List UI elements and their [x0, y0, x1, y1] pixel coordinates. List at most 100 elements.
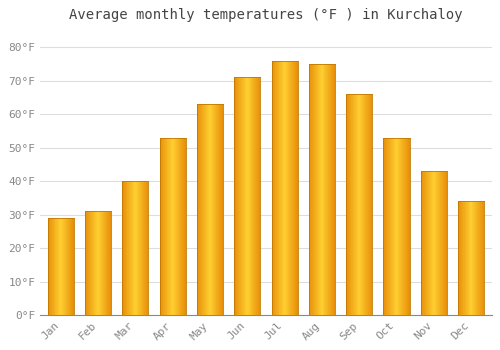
Bar — [371, 94, 372, 315]
Bar — [408, 138, 409, 315]
Bar — [176, 138, 177, 315]
Bar — [458, 202, 460, 315]
Bar — [276, 61, 277, 315]
Bar — [222, 104, 223, 315]
Bar — [142, 181, 143, 315]
Bar — [143, 181, 144, 315]
Bar — [352, 94, 354, 315]
Bar — [57, 218, 58, 315]
Bar — [86, 211, 87, 315]
Bar — [473, 202, 474, 315]
Bar — [129, 181, 130, 315]
Bar — [422, 171, 424, 315]
Bar — [365, 94, 366, 315]
Bar — [334, 64, 335, 315]
Bar — [216, 104, 217, 315]
Bar — [439, 171, 440, 315]
Bar — [87, 211, 88, 315]
Bar — [474, 202, 475, 315]
Bar — [458, 202, 459, 315]
Bar — [400, 138, 401, 315]
Bar — [160, 138, 161, 315]
Bar — [163, 138, 164, 315]
Bar — [161, 138, 162, 315]
Bar — [482, 202, 483, 315]
Bar — [102, 211, 104, 315]
Bar — [213, 104, 214, 315]
Bar — [206, 104, 208, 315]
Bar — [436, 171, 437, 315]
Bar — [291, 61, 292, 315]
Bar — [390, 138, 392, 315]
Bar — [424, 171, 426, 315]
Bar — [249, 77, 250, 315]
Bar — [358, 94, 359, 315]
Bar — [366, 94, 367, 315]
Bar — [278, 61, 280, 315]
Bar — [218, 104, 219, 315]
Bar — [286, 61, 287, 315]
Bar — [332, 64, 333, 315]
Bar — [314, 64, 316, 315]
Bar — [85, 211, 86, 315]
Bar — [282, 61, 284, 315]
Bar — [138, 181, 140, 315]
Bar — [348, 94, 350, 315]
Bar — [104, 211, 105, 315]
Bar — [432, 171, 433, 315]
Bar — [393, 138, 394, 315]
Bar — [406, 138, 407, 315]
Bar — [297, 61, 298, 315]
Bar — [239, 77, 240, 315]
Bar — [402, 138, 403, 315]
Bar — [407, 138, 408, 315]
Bar — [177, 138, 178, 315]
Bar — [320, 64, 322, 315]
Bar — [369, 94, 370, 315]
Bar — [55, 218, 56, 315]
Bar — [126, 181, 127, 315]
Bar — [362, 94, 363, 315]
Bar — [443, 171, 444, 315]
Bar — [273, 61, 274, 315]
Bar — [210, 104, 212, 315]
Bar — [67, 218, 68, 315]
Bar — [100, 211, 102, 315]
Bar — [442, 171, 443, 315]
Bar — [434, 171, 435, 315]
Bar — [140, 181, 141, 315]
Bar — [240, 77, 241, 315]
Bar — [64, 218, 66, 315]
Bar — [52, 218, 53, 315]
Bar — [481, 202, 482, 315]
Bar — [96, 211, 98, 315]
Bar — [312, 64, 314, 315]
Bar — [110, 211, 111, 315]
Bar — [93, 211, 94, 315]
Bar — [426, 171, 428, 315]
Bar — [292, 61, 293, 315]
Bar — [123, 181, 124, 315]
Bar — [167, 138, 168, 315]
Bar — [136, 181, 138, 315]
Bar — [217, 104, 218, 315]
Bar — [398, 138, 399, 315]
Bar — [333, 64, 334, 315]
Bar — [215, 104, 216, 315]
Bar — [54, 218, 55, 315]
Bar — [326, 64, 327, 315]
Bar — [354, 94, 356, 315]
Bar — [170, 138, 172, 315]
Bar — [214, 104, 215, 315]
Bar — [359, 94, 360, 315]
Bar — [165, 138, 166, 315]
Bar — [347, 94, 348, 315]
Bar — [89, 211, 90, 315]
Bar — [94, 211, 96, 315]
Bar — [252, 77, 253, 315]
Bar — [199, 104, 200, 315]
Bar — [204, 104, 206, 315]
Bar — [90, 211, 91, 315]
Bar — [438, 171, 439, 315]
Bar — [346, 94, 347, 315]
